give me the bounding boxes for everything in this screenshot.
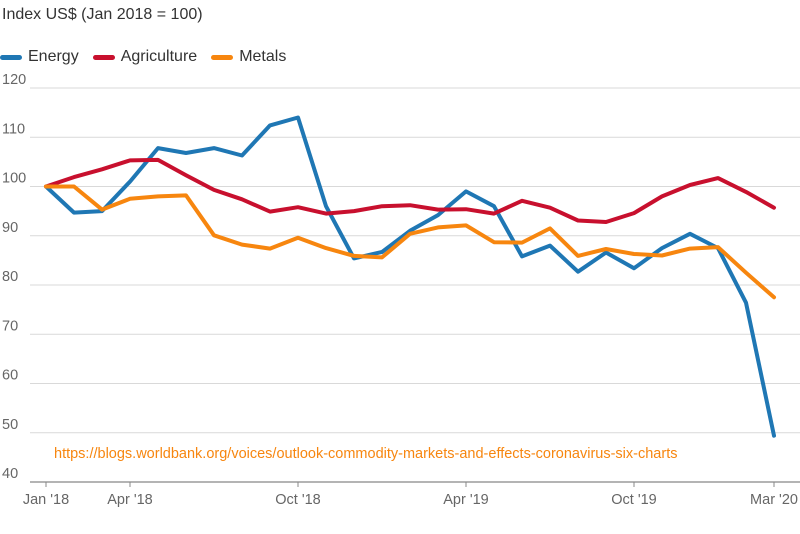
- legend-label-metals: Metals: [239, 48, 287, 65]
- x-tick-label: Jan '18: [23, 492, 69, 508]
- x-tick-label: Oct '18: [275, 492, 320, 508]
- y-tick-label: 60: [2, 368, 18, 384]
- x-tick-label: Mar '20: [750, 492, 798, 508]
- legend-swatch-energy: [0, 54, 22, 60]
- grid-lines: [30, 87, 800, 483]
- series-lines: [44, 115, 776, 438]
- y-tick-label: 40: [2, 466, 18, 482]
- series-line-metals: [44, 184, 776, 300]
- y-tick-labels: 40 50 60 70 80 90 100 110 120: [2, 72, 26, 482]
- y-tick-label: 90: [2, 220, 18, 236]
- y-tick-label: 70: [2, 318, 18, 334]
- y-tick-label: 110: [2, 121, 25, 137]
- series-line-energy: [44, 115, 776, 438]
- legend-item-metals: Metals: [211, 48, 286, 66]
- y-tick-label: 50: [2, 417, 18, 433]
- x-tick-label: Apr '19: [443, 492, 489, 508]
- y-tick-label: 100: [2, 171, 26, 187]
- legend-swatch-agriculture: [92, 54, 115, 60]
- y-tick-label: 80: [2, 269, 18, 285]
- legend-label-agriculture: Agriculture: [120, 48, 198, 65]
- legend-swatch-metals: [211, 54, 234, 60]
- legend-label-energy: Energy: [28, 48, 79, 65]
- legend-item-energy: Energy: [0, 48, 79, 66]
- x-tick-label: Oct '19: [611, 492, 656, 508]
- legend-item-agriculture: Agriculture: [92, 48, 198, 66]
- series-line-agriculture: [44, 157, 776, 224]
- source-link[interactable]: https://blogs.worldbank.org/voices/outlo…: [54, 446, 678, 462]
- y-axis-title: Index US$ (Jan 2018 = 100): [2, 6, 203, 23]
- x-tick-label: Apr '18: [107, 492, 153, 508]
- y-tick-label: 120: [2, 72, 26, 88]
- chart-legend: Energy Agriculture Metals: [0, 48, 300, 66]
- x-tick-labels: Jan '18 Apr '18 Oct '18 Apr '19 Oct '19 Mar '…: [23, 482, 798, 508]
